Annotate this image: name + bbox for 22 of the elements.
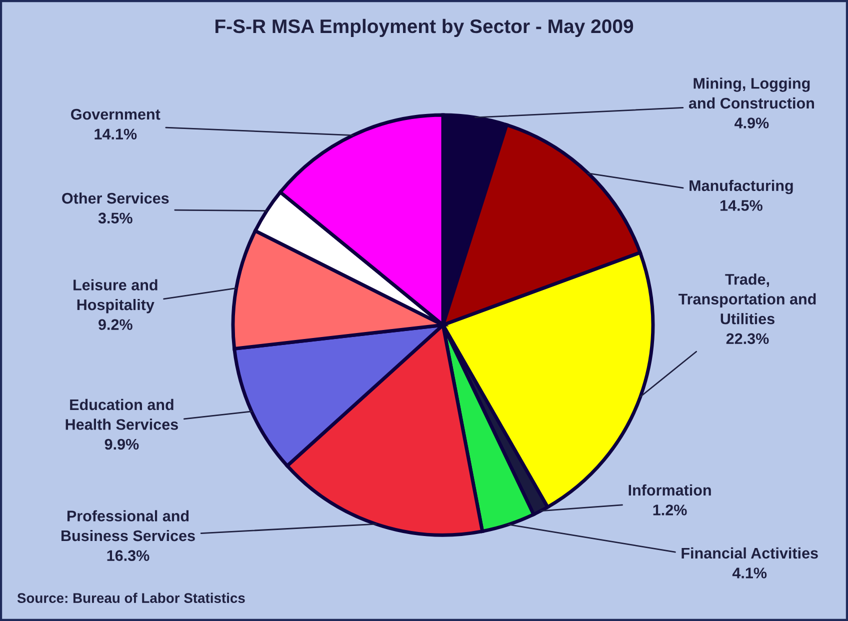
data-label: 4.1% <box>732 568 767 578</box>
data-label: 14.5% <box>720 200 762 211</box>
slice-label: Information <box>628 484 711 496</box>
source-note: Source: Bureau of Labor Statistics <box>17 592 245 603</box>
slice-label: Financial Activities <box>682 547 818 559</box>
data-label: 9.9% <box>104 438 139 450</box>
slice-label: Manufacturing <box>690 180 793 194</box>
slice-label: Professional and Business Services <box>62 510 195 542</box>
data-label: 1.2% <box>653 504 687 516</box>
data-label: 22.3% <box>726 333 769 344</box>
data-label: 9.2% <box>98 319 132 330</box>
data-label: 14.1% <box>94 128 137 140</box>
slice-label: Trade, Transportation and Utilities <box>678 274 816 324</box>
slice-label: Government <box>71 108 160 120</box>
slice-label: Education and Health Services <box>66 398 178 430</box>
data-label: 3.5% <box>98 212 132 224</box>
slice-label: Mining, Logging and Construction <box>688 78 814 109</box>
slice-label: Leisure and Hospitality <box>74 279 158 314</box>
chart-title: F-S-R MSA Employment by Sector - May 2009 <box>216 18 634 38</box>
slice-label: Other Services <box>62 192 169 204</box>
data-label: 4.9% <box>734 118 769 128</box>
data-label: 16.3% <box>107 550 150 561</box>
